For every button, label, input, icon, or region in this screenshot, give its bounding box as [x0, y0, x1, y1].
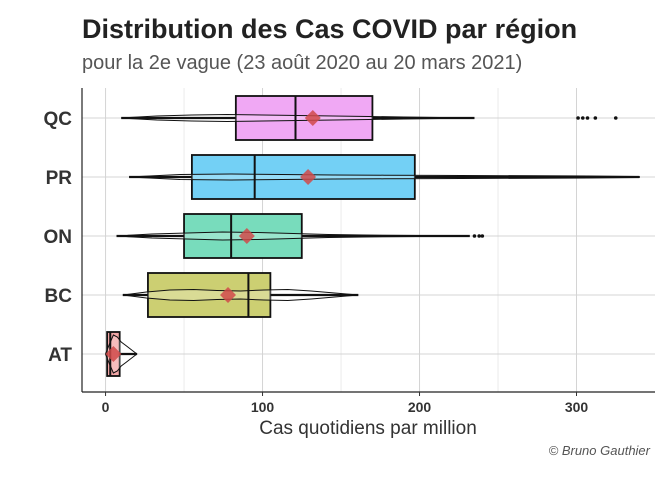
x-tick-label: 100 — [251, 399, 275, 415]
x-tick-label: 300 — [565, 399, 589, 415]
y-tick-label: BC — [45, 286, 73, 307]
outlier-point — [580, 116, 585, 120]
chart-subtitle: pour la 2e vague (23 août 2020 au 20 mar… — [82, 52, 523, 74]
tick-labels: 0 100 200 300 QC PR ON BC AT — [44, 109, 589, 415]
x-tick-label: 0 — [102, 399, 110, 415]
outlier-point — [477, 234, 481, 238]
x-axis-label: Cas quotidiens par million — [259, 418, 477, 439]
x-tick-label: 200 — [408, 399, 432, 415]
y-tick-label: AT — [48, 345, 72, 366]
y-tick-label: ON — [44, 227, 73, 248]
y-tick-label: PR — [46, 168, 73, 189]
outlier-point — [472, 234, 477, 238]
mean-marker — [300, 169, 317, 185]
outlier-point — [613, 116, 618, 120]
outlier-point — [576, 116, 580, 120]
violin-outline — [116, 231, 470, 241]
mean-marker — [105, 346, 122, 362]
violin-outline — [121, 113, 475, 123]
outlier-point — [593, 116, 598, 120]
mean-marker — [238, 228, 255, 244]
box-bc — [122, 272, 359, 318]
mean-marker — [219, 287, 236, 303]
boxplot-series — [104, 95, 640, 377]
violin-outline — [122, 288, 359, 302]
box-qc — [121, 95, 618, 141]
caption: © Bruno Gauthier — [548, 443, 650, 458]
box-pr — [129, 154, 640, 200]
box-at — [104, 331, 138, 377]
y-tick-label: QC — [44, 109, 73, 130]
box-on — [116, 213, 485, 259]
chart-title: Distribution des Cas COVID par région — [82, 14, 578, 44]
axes — [81, 88, 655, 393]
mean-marker — [304, 110, 321, 126]
outlier-point — [585, 116, 590, 120]
outlier-point — [480, 234, 485, 238]
